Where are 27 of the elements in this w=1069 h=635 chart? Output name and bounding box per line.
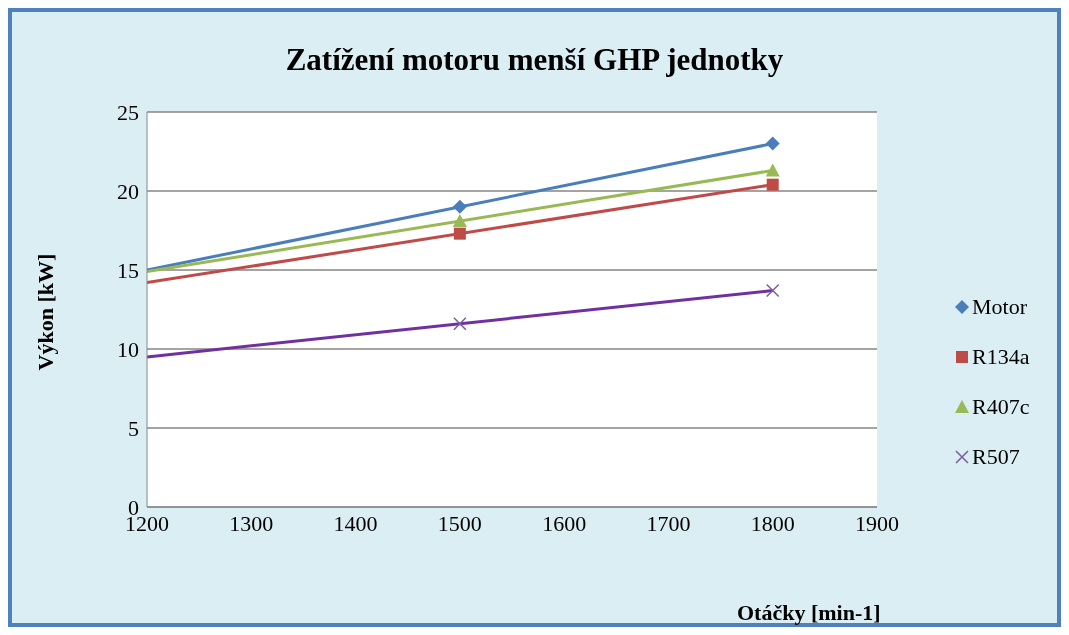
x-tick-label: 1700 (646, 510, 691, 536)
point (453, 316, 467, 331)
point (452, 214, 467, 228)
x-tick-label: 1600 (542, 510, 587, 536)
y-tick-label: 20 (117, 178, 139, 204)
y-tick-label: 25 (117, 99, 139, 125)
x-tick-label: 1500 (437, 510, 482, 536)
legend-label: R134a (972, 344, 1030, 370)
point (765, 283, 780, 298)
point (453, 227, 466, 240)
point (452, 199, 467, 214)
point (765, 163, 780, 177)
y-axis-title: Výkon [kW] (33, 253, 59, 371)
x-axis-title: Otáčky [min-1] (737, 600, 881, 626)
legend-label: R407c (972, 394, 1030, 420)
point (766, 178, 779, 191)
x-tick-label: 1400 (333, 510, 378, 536)
chart-title: Zatížení motoru menší GHP jednotky (284, 42, 785, 78)
x-tick-label: 1800 (750, 510, 795, 536)
y-tick-label: 5 (128, 415, 139, 441)
point (765, 136, 780, 151)
x-tick-label: 1300 (229, 510, 274, 536)
legend-label: Motor (972, 294, 1027, 320)
legend-label: R507 (972, 444, 1020, 470)
y-tick-label: 10 (117, 336, 139, 362)
y-tick-label: 15 (117, 257, 139, 283)
x-tick-label: 1900 (855, 510, 899, 536)
